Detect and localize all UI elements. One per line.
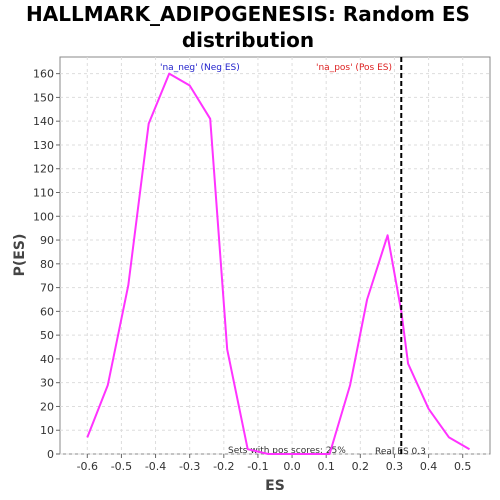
y-axis-ticks: 0 10 20 30 40 50 60 70 80 90 100 110 120 130 140 150 160	[33, 68, 60, 461]
x-tick-label: 0.0	[283, 460, 301, 473]
y-tick-label: 30	[40, 377, 54, 390]
x-axis-ticks: -0.6 -0.5 -0.4 -0.3 -0.2 -0.1 0.0 0.1 0.2 0.3 0.4 0…	[77, 454, 472, 473]
y-tick-label: 160	[33, 68, 54, 81]
distribution-series-line	[86, 72, 470, 455]
y-tick-label: 20	[40, 400, 54, 413]
x-tick-label: -0.2	[213, 460, 234, 473]
chart-title-line2: distribution	[182, 28, 314, 52]
x-tick-label: -0.3	[179, 460, 200, 473]
y-tick-label: 0	[47, 448, 54, 461]
y-tick-label: 120	[33, 163, 54, 176]
pos-scores-label: Sets with pos scores: 25%	[228, 446, 346, 456]
y-tick-label: 90	[40, 234, 54, 247]
chart-title-line1: HALLMARK_ADIPOGENESIS: Random ES	[26, 2, 470, 26]
neg-es-label: 'na_neg' (Neg ES)	[160, 63, 240, 73]
y-tick-label: 140	[33, 115, 54, 128]
x-tick-label: -0.5	[111, 460, 132, 473]
x-tick-label: 0.5	[454, 460, 472, 473]
y-tick-label: 50	[40, 329, 54, 342]
y-tick-label: 150	[33, 91, 54, 104]
x-tick-label: 0.4	[420, 460, 438, 473]
x-tick-label: -0.1	[247, 460, 268, 473]
y-tick-label: 80	[40, 258, 54, 271]
y-tick-label: 60	[40, 305, 54, 318]
x-axis-label: ES	[265, 478, 285, 494]
x-tick-label: 0.1	[317, 460, 335, 473]
series-layer	[86, 72, 470, 455]
x-tick-label: 0.3	[386, 460, 404, 473]
y-tick-label: 40	[40, 353, 54, 366]
y-tick-label: 70	[40, 282, 54, 295]
x-tick-label: -0.6	[77, 460, 98, 473]
y-axis-label: P(ES)	[12, 234, 28, 277]
x-tick-label: 0.2	[352, 460, 370, 473]
pos-es-label: 'na_pos' (Pos ES)	[316, 63, 392, 73]
x-tick-label: -0.4	[145, 460, 166, 473]
grid-lines	[60, 57, 490, 455]
y-tick-label: 110	[33, 187, 54, 200]
y-tick-label: 100	[33, 210, 54, 223]
y-tick-label: 10	[40, 424, 54, 437]
plot-area	[59, 56, 491, 455]
y-tick-label: 130	[33, 139, 54, 152]
